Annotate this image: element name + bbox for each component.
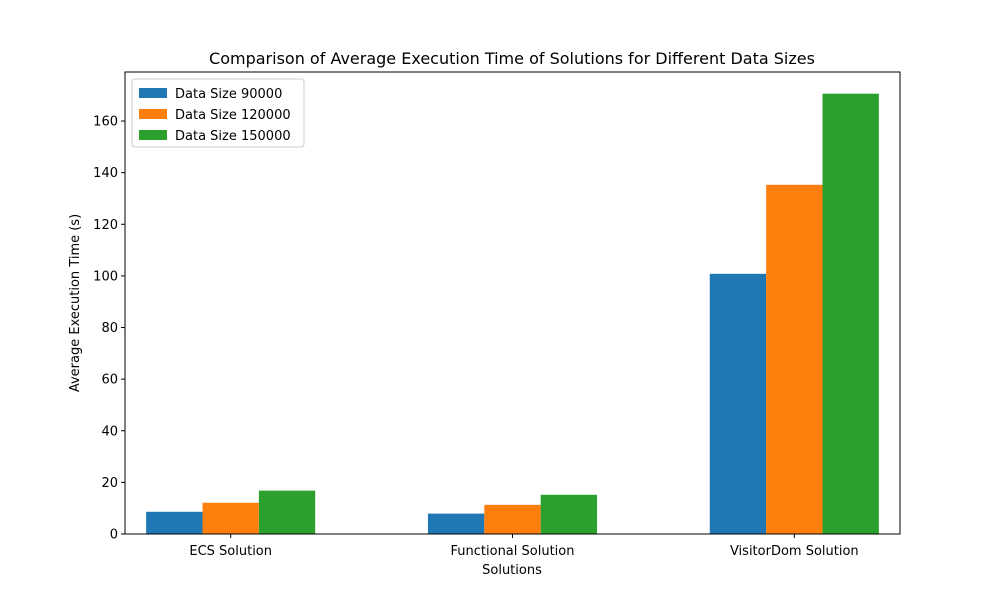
bars-group (146, 93, 879, 535)
y-tick-label: 160 (93, 115, 118, 130)
bar-2-3 (766, 184, 823, 535)
legend-box (131, 78, 305, 148)
bar-2-2 (484, 504, 541, 534)
x-tick-label: Functional Solution (451, 544, 575, 559)
x-axis-label: Solutions (482, 563, 542, 578)
legend-swatch (139, 88, 167, 98)
x-tick-label: ECS Solution (189, 544, 272, 559)
legend-label: Data Size 150000 (175, 129, 291, 144)
legend-label: Data Size 90000 (175, 87, 282, 102)
bar-3-3 (822, 93, 879, 535)
y-tick-label: 20 (101, 476, 118, 491)
y-tick-label: 40 (101, 424, 118, 439)
bar-1-1 (146, 511, 203, 534)
bar-3-2 (540, 494, 598, 534)
bar-3-1 (258, 490, 316, 534)
legend: Data Size 90000 Data Size 120000 Data Size… (131, 78, 305, 148)
axes-group: 0 20 40 60 80 100 120 140 160 ECS Solution Functio… (93, 71, 901, 559)
bar-1-3 (709, 273, 767, 534)
y-tick-label: 0 (110, 528, 118, 543)
legend-swatch (139, 109, 167, 119)
chart-title: Comparison of Average Execution Time of … (209, 49, 815, 68)
bar-1-2 (427, 513, 485, 534)
bar-2-1 (202, 502, 259, 534)
x-tick-label: VisitorDom Solution (730, 544, 859, 559)
y-tick-label: 120 (93, 218, 118, 233)
y-tick-label: 80 (101, 321, 118, 336)
legend-swatch (139, 130, 167, 140)
y-tick-label: 140 (93, 166, 118, 181)
y-tick-label: 100 (93, 269, 118, 284)
y-tick-label: 60 (101, 373, 118, 388)
legend-label: Data Size 120000 (175, 108, 291, 123)
y-axis-label: Average Execution Time (s) (68, 214, 83, 392)
